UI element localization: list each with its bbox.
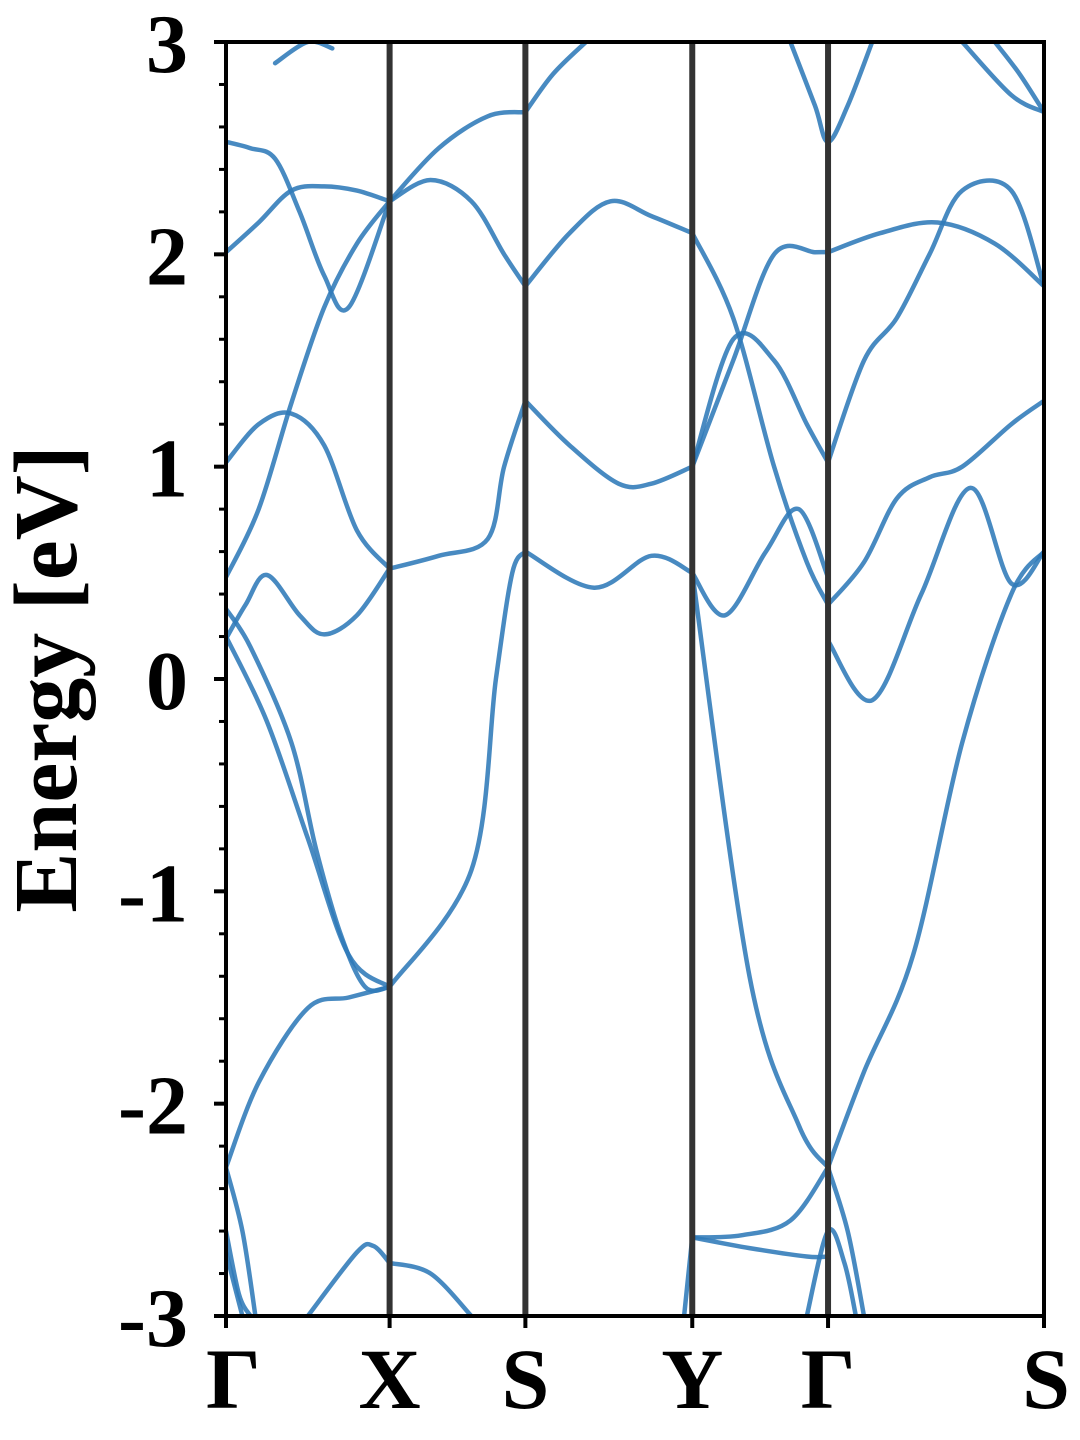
- band-segment-17: [226, 410, 392, 571]
- band-segment-9: [523, 398, 695, 490]
- band-segment-13: [387, 177, 528, 289]
- band-segment-23: [825, 485, 1044, 703]
- band-segment-5: [226, 606, 392, 994]
- band-segment-36: [788, 42, 875, 145]
- band-segment-22: [690, 506, 831, 618]
- band-segment-3: [690, 570, 831, 1170]
- kpath-lines: [386, 42, 832, 1316]
- band-segment-32: [305, 1241, 392, 1316]
- x-tick-label-1: X: [359, 1331, 421, 1427]
- band-segment-10: [690, 330, 831, 469]
- band-segment-33: [226, 1165, 258, 1316]
- x-tick-label-2: S: [501, 1331, 549, 1427]
- band-segment-28: [825, 1165, 867, 1316]
- band-lines: [226, 42, 1044, 1316]
- band-segment-20: [387, 109, 528, 204]
- band-segment-38: [992, 42, 1044, 115]
- band-segment-37: [959, 42, 1044, 115]
- y-tick-label-2: 1: [146, 423, 188, 516]
- band-segment-16: [825, 398, 1044, 607]
- y-tick-label-1: 2: [146, 210, 188, 303]
- band-segment-1: [387, 549, 528, 990]
- band-segment-11: [825, 178, 1044, 465]
- y-axis-label: Energy [eV]: [0, 445, 96, 912]
- band-segment-15: [690, 230, 831, 607]
- band-segment-24: [690, 243, 831, 469]
- y-tick-label-3: 0: [146, 635, 188, 728]
- x-tick-label-0: Γ: [206, 1331, 261, 1427]
- y-tick-label-0: 3: [146, 0, 188, 91]
- band-segment-12: [226, 199, 392, 580]
- x-tick-label-4: Γ: [801, 1331, 856, 1427]
- y-axis: 3 2 1 0 -1 -2 -3: [118, 0, 226, 1365]
- plot-frame: [224, 40, 1046, 1318]
- band-segment-8: [387, 398, 528, 571]
- band-segment-4: [825, 549, 1044, 1170]
- band-segment-29: [804, 1227, 859, 1316]
- band-segment-31: [387, 1260, 474, 1316]
- band-segment-26: [690, 1165, 831, 1240]
- y-tick-label-6: -3: [118, 1272, 188, 1365]
- x-tick-label-3: Y: [661, 1331, 723, 1427]
- band-segment-14: [523, 198, 695, 289]
- y-tick-label-5: -2: [118, 1060, 188, 1153]
- band-segment-2: [523, 549, 695, 590]
- band-segment-25: [825, 219, 1044, 289]
- band-segment-27: [690, 1235, 831, 1260]
- y-tick-label-4: -1: [118, 847, 188, 940]
- band-segment-19: [226, 139, 392, 313]
- band-segment-39: [272, 42, 335, 66]
- band-segment-18: [226, 183, 392, 255]
- band-segment-6: [226, 984, 392, 1170]
- band-segment-7: [226, 566, 392, 641]
- band-segment-21: [523, 42, 589, 115]
- x-tick-label-5: S: [1022, 1331, 1070, 1427]
